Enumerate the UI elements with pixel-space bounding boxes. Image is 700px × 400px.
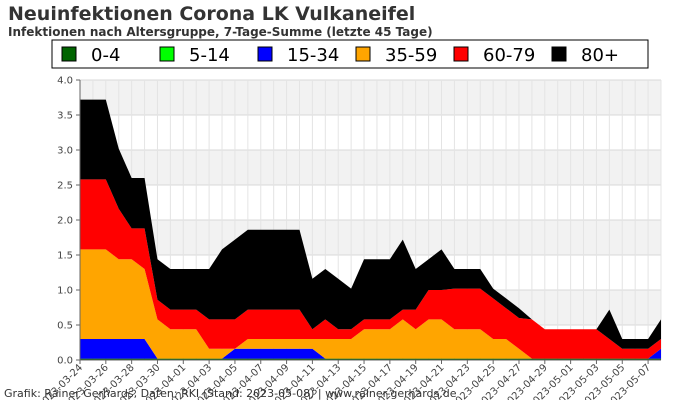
legend-swatch-80+ [551,46,567,62]
area-series-35-59 [80,249,661,359]
y-tick-label: 1.5 [57,251,73,262]
legend-swatch-5-14 [159,46,175,62]
background-band [80,115,661,150]
legend-label-5-14: 5-14 [189,45,230,66]
y-tick-label: 0.0 [57,356,73,367]
background-band [80,150,661,185]
legend: 0-4 5-14 15-34 35-59 60-79 80+ [51,39,649,69]
legend-label-0-4: 0-4 [91,45,120,66]
y-tick-label: 1.0 [57,286,73,297]
plot-area: 0.00.51.01.52.02.53.03.54.0 2023-03-2420… [36,76,662,400]
chart-footer: Grafik: Rainer Gerhards, Daten: RKI (Sta… [4,387,457,400]
legend-label-15-34: 15-34 [287,45,339,66]
y-tick-label: 2.5 [57,181,73,192]
chart-title: Neuinfektionen Corona LK Vulkaneifel [8,3,415,25]
area-series-80+ [80,99,661,349]
legend-swatch-0-4 [61,46,77,62]
legend-items: 0-4 5-14 15-34 35-59 60-79 80+ [61,45,619,66]
legend-label-35-59: 35-59 [385,45,437,66]
legend-swatch-15-34 [257,46,273,62]
area-series-60-79 [80,179,661,359]
background-band [80,185,661,220]
y-tick-labels: 0.0 0.5 1.0 1.5 2.0 2.5 3.0 3.5 4.0 [57,76,80,367]
legend-swatch-60-79 [453,46,469,62]
chart-subtitle: Infektionen nach Altersgruppe, 7-Tage-Su… [8,25,433,39]
background-band [80,220,661,255]
area-series-15-34 [80,339,661,359]
y-tick-label: 3.5 [57,111,73,122]
legend-label-80+: 80+ [581,45,619,66]
y-tick-label: 3.0 [57,146,73,157]
background-band [80,80,661,115]
legend-box [51,39,649,69]
legend-swatch-35-59 [355,46,371,62]
y-tick-label: 0.5 [57,321,73,332]
y-tick-label: 4.0 [57,76,73,87]
legend-label-60-79: 60-79 [483,45,535,66]
y-tick-label: 2.0 [57,216,73,227]
